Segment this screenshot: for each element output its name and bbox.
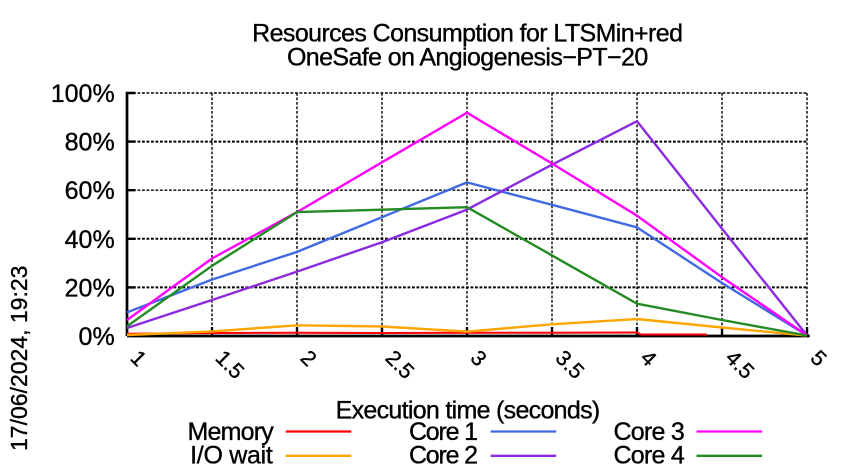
svg-text:Execution time (seconds): Execution time (seconds) [336, 397, 600, 425]
svg-text:Core 3: Core 3 [613, 418, 684, 446]
svg-text:17/06/2024, 19:23: 17/06/2024, 19:23 [6, 266, 32, 451]
svg-text:Core 4: Core 4 [613, 441, 684, 469]
svg-text:I/O wait: I/O wait [190, 441, 273, 469]
svg-text:Core 2: Core 2 [409, 441, 477, 469]
svg-text:Core 1: Core 1 [409, 418, 477, 446]
svg-text:80%: 80% [65, 129, 115, 157]
svg-text:60%: 60% [65, 177, 115, 205]
svg-text:Memory: Memory [188, 418, 275, 446]
svg-text:OneSafe on Angiogenesis−PT−20: OneSafe on Angiogenesis−PT−20 [287, 44, 648, 72]
svg-text:40%: 40% [65, 226, 115, 254]
svg-text:Resources Consumption for LTSM: Resources Consumption for LTSMin+red [252, 20, 682, 48]
svg-text:0%: 0% [79, 323, 115, 351]
svg-text:20%: 20% [65, 274, 115, 302]
svg-text:100%: 100% [51, 80, 115, 108]
